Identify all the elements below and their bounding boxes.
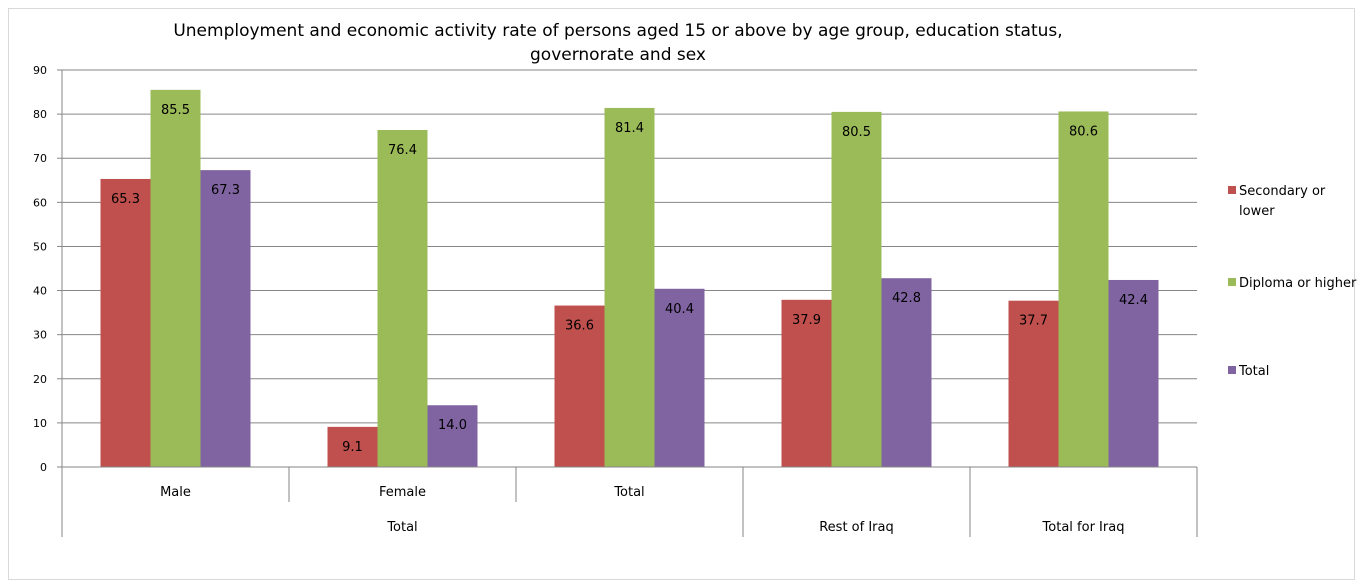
x-group-label: Rest of Iraq <box>819 520 894 535</box>
y-tick-label: 0 <box>40 461 47 474</box>
legend-swatch <box>1228 278 1236 286</box>
y-tick-label: 70 <box>33 152 47 165</box>
y-tick-label: 20 <box>33 373 47 386</box>
legend-label: lower <box>1239 204 1275 219</box>
data-label: 80.5 <box>842 125 871 140</box>
bar <box>654 288 705 467</box>
data-label: 37.7 <box>1019 314 1048 329</box>
bar <box>100 178 151 467</box>
y-tick-label: 10 <box>33 417 47 430</box>
legend-label: Secondary or <box>1239 184 1326 199</box>
data-label: 65.3 <box>111 192 140 207</box>
data-label: 42.4 <box>1119 293 1148 308</box>
legend-label: Diploma or higher <box>1239 276 1357 291</box>
bar <box>200 170 251 468</box>
bar <box>831 111 882 468</box>
bar <box>150 89 201 467</box>
data-label: 81.4 <box>615 121 644 136</box>
y-tick-label: 40 <box>33 285 47 298</box>
x-tick-label: Total <box>613 485 644 500</box>
bar <box>781 299 832 467</box>
bar <box>1108 279 1159 467</box>
bar <box>604 107 655 468</box>
x-tick-label: Male <box>160 485 191 500</box>
data-label: 9.1 <box>342 440 363 455</box>
data-label: 37.9 <box>792 313 821 328</box>
data-label: 36.6 <box>565 319 594 334</box>
legend-swatch <box>1228 186 1236 194</box>
data-label: 14.0 <box>438 418 467 433</box>
y-tick-label: 80 <box>33 108 47 121</box>
bar <box>377 129 428 468</box>
legend-swatch <box>1228 366 1236 374</box>
chart-title-line: Unemployment and economic activity rate … <box>173 21 1062 41</box>
chart-title-line: governorate and sex <box>530 45 706 65</box>
bar <box>327 426 378 467</box>
data-label: 67.3 <box>211 183 240 198</box>
data-label: 40.4 <box>665 302 694 317</box>
x-group-label: Total <box>386 520 417 535</box>
data-label: 80.6 <box>1069 124 1098 139</box>
bar <box>1058 111 1109 467</box>
bar <box>1008 300 1059 467</box>
data-label: 42.8 <box>892 291 921 306</box>
x-tick-label: Female <box>379 485 426 500</box>
data-label: 85.5 <box>161 103 190 118</box>
y-tick-label: 50 <box>33 240 47 253</box>
data-label: 76.4 <box>388 143 417 158</box>
y-tick-label: 90 <box>33 64 47 77</box>
legend-label: Total <box>1238 364 1269 379</box>
bar <box>427 405 478 467</box>
bar <box>881 278 932 467</box>
x-group-label: Total for Iraq <box>1042 520 1125 535</box>
y-tick-label: 30 <box>33 329 47 342</box>
bar <box>554 305 605 467</box>
y-tick-label: 60 <box>33 196 47 209</box>
